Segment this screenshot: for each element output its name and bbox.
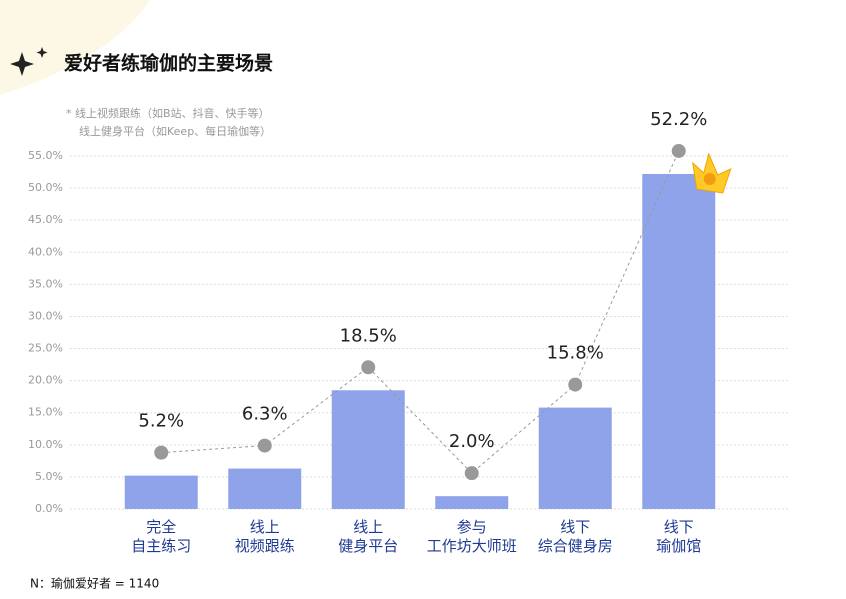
y-tick-label: 25.0% xyxy=(28,342,63,355)
sparkle xyxy=(10,52,34,76)
sparkle xyxy=(36,47,48,58)
value-label: 15.8% xyxy=(547,343,604,364)
value-label: 2.0% xyxy=(449,431,495,452)
value-label: 5.2% xyxy=(138,411,184,432)
x-tick-label: 参与 工作坊大师班 xyxy=(426,518,517,555)
y-tick-label: 0.0% xyxy=(35,502,63,515)
bar xyxy=(642,173,716,510)
dot xyxy=(257,438,272,453)
dot xyxy=(154,445,169,460)
dot xyxy=(464,466,479,481)
crown-gem xyxy=(703,172,716,185)
note: 线上健身平台（如Keep、每日瑜伽等） xyxy=(79,124,271,138)
y-tick-label: 5.0% xyxy=(35,470,63,483)
y-tick-label: 35.0% xyxy=(28,277,63,290)
footnote: N：瑜伽爱好者 = 1140 xyxy=(30,576,159,591)
value-label: 52.2% xyxy=(650,109,707,130)
y-tick-label: 20.0% xyxy=(28,374,63,387)
y-tick-label: 15.0% xyxy=(28,406,63,419)
x-tick-label: 线下 瑜伽馆 xyxy=(656,518,702,555)
value-label: 18.5% xyxy=(340,325,397,346)
bar xyxy=(228,468,302,509)
y-tick-label: 50.0% xyxy=(28,181,63,194)
x-tick-label: 线上 视频跟练 xyxy=(234,518,295,555)
dot xyxy=(671,143,686,158)
y-tick-label: 40.0% xyxy=(28,245,63,258)
y-tick-label: 45.0% xyxy=(28,213,63,226)
value-label: 6.3% xyxy=(242,404,288,425)
bar xyxy=(331,390,405,509)
x-tick-label: 线上 健身平台 xyxy=(338,518,399,555)
x-tick-label: 完全 自主练习 xyxy=(131,518,192,555)
dot xyxy=(568,377,583,392)
bar xyxy=(124,475,198,509)
bar xyxy=(538,407,612,509)
dot xyxy=(361,360,376,375)
y-tick-label: 10.0% xyxy=(28,438,63,451)
chart-title: 爱好者练瑜伽的主要场景 xyxy=(64,52,273,75)
note: * 线上视频跟练（如B站、抖音、快手等） xyxy=(66,106,270,120)
y-tick-label: 30.0% xyxy=(28,309,63,322)
bar xyxy=(435,496,509,509)
corner-decoration xyxy=(0,0,150,95)
x-tick-label: 线下 综合健身房 xyxy=(537,518,613,555)
y-tick-label: 55.0% xyxy=(28,149,63,162)
trend-line xyxy=(161,150,680,474)
